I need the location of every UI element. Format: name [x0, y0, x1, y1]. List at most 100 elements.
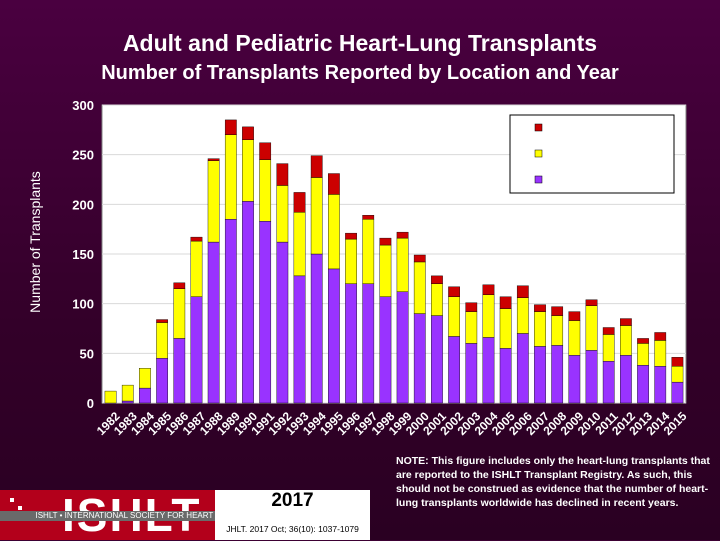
bar-segment	[362, 219, 375, 285]
y-tick-label: 250	[72, 148, 94, 163]
bar-segment	[190, 296, 203, 404]
legend-swatch	[534, 175, 543, 184]
chart-title: Adult and Pediatric Heart-Lung Transplan…	[122, 30, 598, 56]
bar-segment	[654, 340, 667, 367]
bar-segment	[431, 283, 443, 316]
bar-segment	[620, 325, 632, 356]
bar-segment	[259, 221, 272, 404]
bar-segment	[328, 268, 340, 404]
bar-segment	[551, 345, 564, 404]
bar-segment	[379, 244, 392, 297]
bar-segment	[499, 296, 512, 309]
bar-segment	[568, 320, 581, 356]
bar-segment	[448, 286, 460, 297]
ishlt-logo: ISHLT ISHLT • INTERNATIONAL SOCIETY FOR …	[0, 490, 370, 540]
bar-segment	[568, 311, 581, 321]
bar-segment	[207, 158, 220, 161]
bar-segment	[173, 288, 186, 339]
bar-segment	[654, 332, 667, 341]
bar-segment	[499, 308, 512, 349]
footnote: NOTE: This figure includes only the hear…	[396, 455, 710, 509]
bar-segment	[465, 302, 478, 312]
legend	[509, 114, 675, 194]
bar-segment	[310, 177, 323, 255]
bar-segment	[362, 215, 375, 220]
bar-segment	[276, 241, 289, 404]
bar-segment	[173, 282, 186, 289]
bar-segment	[585, 305, 598, 351]
bar-segment	[396, 231, 409, 239]
y-tick-label: 200	[72, 197, 94, 212]
bar-segment	[345, 283, 357, 404]
bar-segment	[156, 319, 168, 323]
bar-segment	[431, 315, 443, 404]
bar-segment	[156, 358, 168, 404]
legend-swatch	[534, 123, 543, 132]
bar-segment	[396, 291, 409, 404]
bar-segment	[534, 311, 546, 347]
legend-box	[509, 114, 675, 194]
bar-segment	[482, 337, 495, 404]
legend-swatch	[534, 149, 543, 158]
bar-segment	[259, 159, 272, 222]
bar-segment	[671, 357, 684, 367]
bar-segment	[345, 232, 357, 240]
bar-segment	[379, 237, 392, 246]
logo-citation-box: 2017 JHLT. 2017 Oct; 36(10): 1037-1079	[215, 490, 370, 540]
bar-segment	[465, 311, 478, 344]
bar-segment	[259, 142, 272, 160]
bar-segment	[602, 361, 615, 404]
y-tick-label: 100	[72, 297, 94, 312]
bar-segment	[121, 384, 134, 402]
bar-segment	[139, 387, 151, 404]
bar-segment	[637, 338, 649, 344]
bar-segment	[293, 275, 306, 404]
logo-year: 2017	[271, 490, 314, 511]
bar-segment	[173, 338, 186, 404]
bar-segment	[585, 350, 598, 404]
bar-segment	[431, 275, 443, 284]
bar-segment	[585, 299, 598, 306]
bar-segment	[482, 294, 495, 338]
bar-segment	[516, 285, 529, 298]
bar-segment	[568, 355, 581, 404]
bar-segment	[620, 355, 632, 404]
logo-citation: JHLT. 2017 Oct; 36(10): 1037-1079	[226, 524, 359, 534]
bar-segment	[534, 346, 546, 404]
bar-segment	[362, 283, 375, 404]
bar-segment	[413, 261, 426, 314]
bar-segment	[516, 333, 529, 404]
bar-segment	[396, 237, 409, 292]
bar-segment	[242, 139, 254, 202]
bar-segment	[465, 343, 478, 404]
logo-dot	[10, 498, 14, 502]
y-axis-label: Number of Transplants	[27, 171, 43, 313]
bar-segment	[534, 304, 546, 312]
y-tick-label: 50	[80, 346, 94, 361]
bar-segment	[328, 173, 340, 195]
bar-segment	[242, 126, 254, 140]
bar-segment	[551, 306, 564, 316]
bars	[104, 119, 684, 404]
y-tick-label: 300	[72, 98, 94, 113]
logo-dot	[18, 506, 22, 510]
bar-segment	[310, 155, 323, 178]
bar-segment	[224, 134, 237, 220]
bar-segment	[516, 297, 529, 334]
bar-segment	[448, 296, 460, 337]
x-ticks: 1982198319841985198619871988198919901991…	[94, 409, 690, 438]
bar-segment	[379, 296, 392, 404]
bar-segment	[224, 119, 237, 136]
bar-segment	[207, 160, 220, 243]
bar-segment	[224, 219, 237, 404]
y-tick-label: 150	[72, 247, 94, 262]
bar-segment	[637, 365, 649, 404]
bar-chart: 0 50 100 150 200 250 300 198219831984198519861…	[27, 98, 690, 438]
bar-segment	[207, 241, 220, 404]
bar-segment	[190, 240, 203, 297]
bar-segment	[448, 336, 460, 404]
bar-segment	[139, 368, 151, 389]
bar-segment	[345, 238, 357, 285]
chart-subtitle: Number of Transplants Reported by Locati…	[101, 62, 619, 84]
bar-segment	[413, 313, 426, 404]
